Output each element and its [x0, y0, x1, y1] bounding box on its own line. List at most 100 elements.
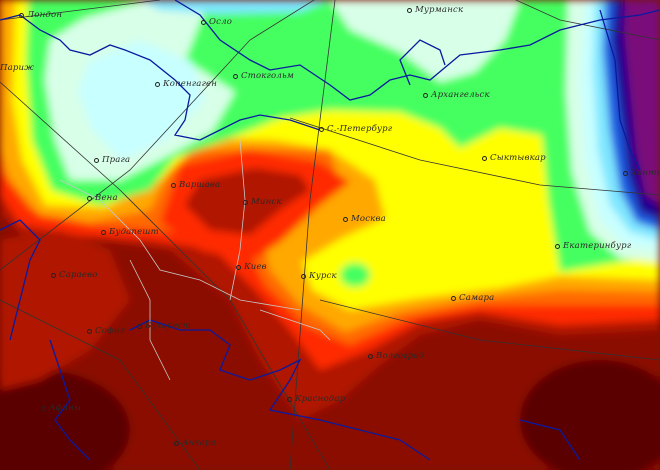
city-dot-icon: [137, 323, 142, 329]
city-dot-icon: [155, 81, 160, 87]
country-border: [259, 309, 331, 341]
coastline: [174, 0, 660, 101]
city-label: Копенгаген: [163, 79, 218, 89]
city-marker: Вена: [87, 193, 118, 203]
country-border: [129, 259, 171, 381]
city-marker: Бухарест: [137, 321, 191, 331]
contour-darkred-west: [0, 230, 130, 390]
city-dot-icon: [236, 264, 241, 270]
contour-green-kursk: [340, 263, 370, 287]
city-label: Варшава: [179, 180, 221, 190]
city-dot-icon: [41, 405, 46, 411]
city-dot-icon: [171, 182, 176, 188]
city-label: София: [95, 326, 126, 336]
city-label: Киев: [244, 262, 267, 272]
coastline: [0, 219, 41, 341]
city-dot-icon: [319, 126, 324, 132]
graticule-line: [0, 81, 331, 470]
city-label: Вена: [95, 193, 118, 203]
city-marker: Сараево: [51, 270, 98, 280]
city-label: Будапешт: [109, 227, 159, 237]
coastline: [599, 9, 641, 171]
contour-light-cyan: [78, 40, 205, 160]
city-label: Екатеринбург: [563, 241, 632, 251]
city-dot-icon: [287, 396, 292, 402]
city-label: Краснодар: [295, 394, 346, 404]
city-marker: Париж: [0, 63, 34, 73]
city-dot-icon: [19, 12, 24, 18]
city-marker: Будапешт: [101, 227, 159, 237]
city-dot-icon: [451, 295, 456, 301]
city-label: Ханты-М: [631, 168, 660, 178]
city-dot-icon: [555, 243, 560, 249]
contour-darkest: [520, 360, 660, 470]
city-dot-icon: [87, 195, 92, 201]
coastline: [399, 39, 446, 86]
city-label: Лондон: [27, 10, 63, 20]
city-marker: С.-Петербург: [319, 124, 392, 134]
city-dot-icon: [368, 353, 373, 359]
city-label: Анкара: [182, 438, 216, 448]
city-dot-icon: [51, 272, 56, 278]
city-label: Архангельск: [431, 90, 490, 100]
graticule-line: [0, 0, 161, 21]
city-dot-icon: [174, 440, 179, 446]
city-marker: Мурманск: [407, 5, 463, 15]
city-marker: Афины: [41, 403, 81, 413]
city-label: С.-Петербург: [327, 124, 393, 134]
city-marker: Лондон: [19, 10, 62, 20]
city-dot-icon: [407, 7, 412, 13]
graticule-line: [319, 299, 660, 361]
city-dot-icon: [233, 73, 238, 79]
city-label: Осло: [209, 17, 233, 27]
city-dot-icon: [201, 19, 206, 25]
city-marker: Екатеринбург: [555, 241, 631, 251]
graticule-line: [0, 299, 201, 470]
city-marker: Осло: [201, 17, 232, 27]
city-dot-icon: [423, 92, 428, 98]
contour-darkest: [0, 370, 130, 470]
graticule-line: [289, 117, 660, 196]
city-label: Бухарест: [145, 321, 191, 331]
city-dot-icon: [243, 199, 248, 205]
graticule-line: [289, 0, 336, 470]
city-marker: Сыктывкар: [482, 153, 546, 163]
city-marker: Минск: [243, 197, 282, 207]
city-marker: Курск: [301, 271, 337, 281]
contour-cyan-top: [140, 0, 330, 14]
contour-pale-green-north: [330, 0, 520, 82]
coastline: [49, 339, 91, 461]
city-label: Минск: [251, 197, 282, 207]
coastline: [519, 419, 581, 461]
city-marker: Архангельск: [423, 90, 490, 100]
city-marker: Самара: [451, 293, 494, 303]
city-marker: Краснодар: [287, 394, 345, 404]
city-dot-icon: [87, 328, 92, 334]
city-label: Сараево: [59, 270, 98, 280]
graticule-line: [0, 0, 315, 271]
city-label: Мурманск: [415, 5, 464, 15]
city-marker: Ханты-М: [623, 168, 660, 178]
coastline: [129, 319, 431, 461]
city-dot-icon: [101, 229, 106, 235]
city-marker: Прага: [94, 155, 130, 165]
city-label: Прага: [102, 155, 131, 165]
contour-purple-east: [624, 0, 660, 205]
city-label: Волгоград: [376, 351, 425, 361]
city-marker: Копенгаген: [155, 79, 217, 89]
city-dot-icon: [301, 273, 306, 279]
country-border: [59, 179, 301, 311]
city-marker: Стокгольм: [233, 71, 294, 81]
coastline: [0, 14, 321, 141]
city-marker: Москва: [343, 214, 386, 224]
city-dot-icon: [623, 170, 628, 176]
country-border: [229, 139, 246, 301]
city-marker: Анкара: [174, 438, 216, 448]
city-label: Курск: [309, 271, 337, 281]
city-dot-icon: [482, 155, 487, 161]
city-label: Стокгольм: [241, 71, 295, 81]
city-dot-icon: [343, 216, 348, 222]
city-marker: Варшава: [171, 180, 220, 190]
city-marker: София: [87, 326, 125, 336]
